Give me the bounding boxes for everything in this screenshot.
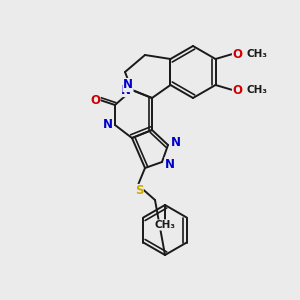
Text: O: O — [90, 94, 100, 106]
Text: CH₃: CH₃ — [247, 49, 268, 59]
Text: N: N — [171, 136, 181, 149]
Text: O: O — [232, 83, 242, 97]
Text: CH₃: CH₃ — [247, 85, 268, 95]
Text: N: N — [121, 83, 131, 97]
Text: S: S — [135, 184, 143, 197]
Text: O: O — [232, 47, 242, 61]
Text: N: N — [165, 158, 175, 170]
Text: CH₃: CH₃ — [154, 220, 176, 230]
Text: N: N — [123, 79, 133, 92]
Text: N: N — [103, 118, 113, 131]
